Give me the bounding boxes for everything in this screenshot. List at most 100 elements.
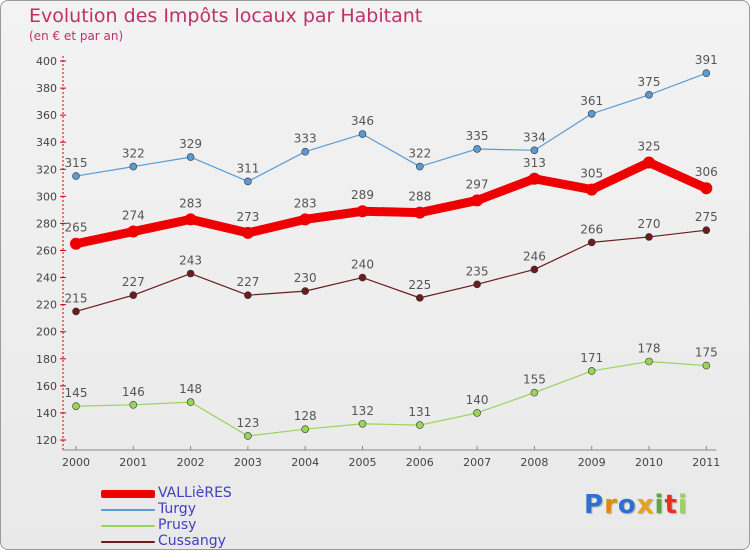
data-point-1 xyxy=(587,109,596,118)
x-tick-label: 2010 xyxy=(635,456,663,469)
legend-label: Turgy xyxy=(158,501,196,517)
data-point-3 xyxy=(530,265,539,274)
legend-label: VALLièRES xyxy=(158,485,232,501)
data-point-0 xyxy=(528,172,541,185)
data-point-0 xyxy=(471,194,484,207)
data-point-3 xyxy=(358,273,367,282)
data-label-0: 283 xyxy=(179,196,202,210)
y-tick-label: 160 xyxy=(36,380,57,393)
data-point-2 xyxy=(358,419,367,428)
x-tick-label: 2004 xyxy=(291,456,319,469)
data-point-3 xyxy=(473,280,481,289)
data-label-3: 227 xyxy=(122,275,145,289)
data-point-0 xyxy=(299,213,312,226)
x-tick-label: 2008 xyxy=(520,456,548,469)
data-point-3 xyxy=(587,238,596,247)
data-label-0: 288 xyxy=(408,190,431,204)
x-tick-label: 2006 xyxy=(406,456,434,469)
data-label-2: 148 xyxy=(179,382,202,396)
legend-label: Prusy xyxy=(158,517,197,533)
data-point-1 xyxy=(645,91,653,99)
data-point-2 xyxy=(244,432,252,440)
logo-letter: i xyxy=(654,490,665,520)
y-tick-label: 340 xyxy=(36,136,57,149)
data-label-0: 313 xyxy=(523,156,546,170)
data-label-0: 274 xyxy=(122,209,145,223)
logo-letter: r xyxy=(604,490,618,520)
data-label-0: 273 xyxy=(236,210,259,224)
x-tick-label: 2007 xyxy=(463,456,491,469)
data-label-2: 146 xyxy=(122,385,145,399)
data-label-3: 270 xyxy=(638,217,661,231)
legend-label: Cussangy xyxy=(158,533,226,549)
data-label-3: 275 xyxy=(695,210,718,224)
legend-swatch xyxy=(101,525,155,527)
data-point-0 xyxy=(356,205,369,218)
data-label-1: 322 xyxy=(122,147,145,161)
data-label-1: 361 xyxy=(580,94,603,108)
data-label-0: 305 xyxy=(580,167,603,181)
data-point-1 xyxy=(72,172,80,180)
data-point-1 xyxy=(186,153,195,161)
data-point-1 xyxy=(129,162,138,171)
data-point-2 xyxy=(702,361,711,370)
x-tick-label: 2003 xyxy=(234,456,262,469)
y-tick-label: 360 xyxy=(36,109,57,122)
logo-letter: x xyxy=(636,490,655,520)
data-label-1: 329 xyxy=(179,137,202,151)
data-point-2 xyxy=(129,401,138,409)
y-tick-label: 280 xyxy=(36,217,57,230)
data-label-2: 178 xyxy=(638,341,661,355)
y-tick-label: 220 xyxy=(36,299,57,312)
data-point-0 xyxy=(643,156,655,169)
data-label-1: 322 xyxy=(408,147,431,161)
data-label-2: 140 xyxy=(466,393,489,407)
data-point-1 xyxy=(358,130,367,138)
logo-letter: P xyxy=(584,490,605,520)
data-point-3 xyxy=(244,291,252,299)
data-point-3 xyxy=(415,294,424,302)
legend-swatch xyxy=(101,509,155,511)
proxiti-logo: Proxiti xyxy=(584,490,688,520)
chart-subtitle: (en € et par an) xyxy=(29,29,124,43)
data-point-1 xyxy=(301,147,310,156)
data-label-2: 131 xyxy=(408,405,431,419)
x-tick-label: 2011 xyxy=(692,456,720,469)
x-tick-label: 2009 xyxy=(578,456,606,469)
series-line-1 xyxy=(75,72,707,183)
series-line-2 xyxy=(75,360,707,437)
data-label-0: 297 xyxy=(466,177,489,191)
legend-swatch xyxy=(101,541,155,543)
data-label-2: 132 xyxy=(351,404,374,418)
series-line-0 xyxy=(71,158,711,249)
data-point-3 xyxy=(645,233,653,241)
data-point-1 xyxy=(473,145,481,153)
data-point-3 xyxy=(301,287,310,295)
data-label-0: 306 xyxy=(695,165,718,179)
data-point-2 xyxy=(415,421,424,429)
data-label-1: 346 xyxy=(351,114,374,128)
data-point-1 xyxy=(530,146,539,155)
data-point-2 xyxy=(186,398,195,406)
data-label-3: 240 xyxy=(351,258,374,272)
data-point-2 xyxy=(587,367,596,375)
y-tick-label: 300 xyxy=(36,190,57,203)
legend-swatch xyxy=(101,490,155,498)
logo-letter: o xyxy=(617,490,637,520)
data-point-2 xyxy=(645,357,653,366)
data-point-0 xyxy=(70,237,82,250)
data-label-2: 175 xyxy=(695,346,718,360)
data-label-3: 225 xyxy=(408,278,431,292)
chart-title: Evolution des Impôts locaux par Habitant xyxy=(29,5,423,27)
data-label-1: 391 xyxy=(695,53,718,67)
data-label-1: 375 xyxy=(638,75,661,89)
data-label-2: 123 xyxy=(236,416,259,430)
data-label-3: 230 xyxy=(294,271,317,285)
y-tick-label: 320 xyxy=(36,163,57,176)
x-tick-label: 2002 xyxy=(177,456,205,469)
data-point-0 xyxy=(127,225,140,238)
data-point-1 xyxy=(415,162,424,171)
x-tick-label: 2000 xyxy=(62,456,90,469)
